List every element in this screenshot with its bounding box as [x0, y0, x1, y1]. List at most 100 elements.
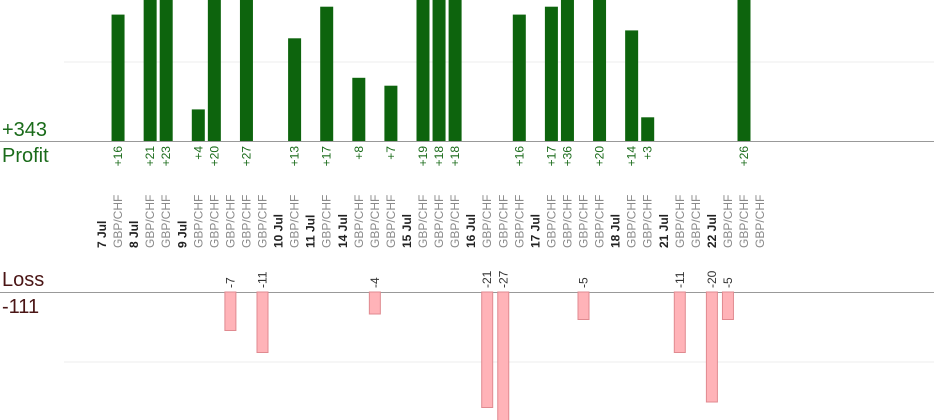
profit-data-label: +20 [207, 146, 221, 167]
loss-data-label: -20 [705, 270, 719, 288]
profit-bar [320, 6, 334, 142]
pair-tick-label: GBP/CHF [432, 195, 446, 248]
profit-data-label: +13 [288, 146, 302, 167]
loss-data-label: -5 [577, 277, 591, 288]
pair-tick-label: GBP/CHF [207, 195, 221, 248]
date-tick-label: 22 Jul [705, 214, 719, 248]
pair-tick-label: GBP/CHF [256, 195, 270, 248]
pair-tick-label: GBP/CHF [143, 195, 157, 248]
loss-data-label: -5 [721, 277, 735, 288]
profit-bar [111, 14, 125, 142]
loss-data-label: -11 [673, 271, 687, 288]
profit-data-label: +27 [239, 146, 253, 167]
profit-data-label: +17 [320, 146, 334, 167]
profit-bar [512, 14, 526, 142]
profit-label: Profit [2, 145, 49, 167]
pair-tick-label: GBP/CHF [673, 195, 687, 248]
profit-data-label: +18 [432, 146, 446, 167]
profit-bar [143, 0, 157, 141]
loss-label: Loss [2, 269, 45, 291]
pair-tick-label: GBP/CHF [111, 195, 125, 248]
profit-data-label: +16 [111, 146, 125, 167]
profit-data-label: +16 [512, 146, 526, 167]
profit-bar [641, 117, 655, 141]
pair-tick-label: GBP/CHF [641, 195, 655, 248]
profit-data-label: +18 [448, 146, 462, 167]
loss-data-label: -27 [496, 270, 510, 288]
loss-bar [721, 291, 734, 320]
profit-data-label: +36 [560, 146, 574, 167]
pair-tick-label: GBP/CHF [560, 195, 574, 248]
profit-data-label: +26 [737, 146, 751, 167]
loss-bar [481, 291, 494, 408]
profit-bar [448, 0, 462, 141]
profit-bar [288, 38, 302, 141]
pair-tick-label: GBP/CHF [368, 195, 382, 248]
pair-tick-label: GBP/CHF [512, 195, 526, 248]
date-tick-label: 15 Jul [400, 214, 414, 248]
profit-data-label: +8 [352, 146, 366, 160]
pair-tick-label: GBP/CHF [320, 195, 334, 248]
date-tick-label: 9 Jul [175, 221, 189, 248]
date-tick-label: 7 Jul [95, 221, 109, 248]
profit-bar [207, 0, 221, 141]
profit-data-label: +23 [159, 146, 173, 167]
loss-bar [497, 291, 510, 420]
date-tick-label: 14 Jul [336, 214, 350, 248]
loss-data-label: -7 [223, 277, 237, 288]
date-tick-label: 8 Jul [127, 221, 141, 248]
profit-bar [593, 0, 607, 141]
profit-bar [352, 77, 366, 141]
profit-bar [544, 6, 558, 142]
total-profit: +343 [2, 119, 48, 141]
date-tick-label: 11 Jul [304, 215, 318, 248]
date-tick-label: 16 Jul [464, 214, 478, 248]
loss-bar [673, 291, 686, 353]
pair-tick-label: GBP/CHF [239, 195, 253, 248]
pair-tick-label: GBP/CHF [496, 195, 510, 248]
profit-data-label: +21 [143, 146, 157, 167]
total-loss: -111 [2, 296, 40, 318]
date-tick-label: 17 Jul [528, 214, 542, 248]
profit-data-label: +7 [384, 146, 398, 160]
pair-tick-label: GBP/CHF [593, 195, 607, 248]
pair-tick-label: GBP/CHF [191, 195, 205, 248]
pair-tick-label: GBP/CHF [689, 195, 703, 248]
pair-tick-label: GBP/CHF [159, 195, 173, 248]
profit-data-label: +20 [593, 146, 607, 167]
loss-bar [577, 291, 590, 320]
profit-data-label: +4 [191, 146, 205, 160]
profit-bar [432, 0, 446, 141]
loss-data-label: -4 [368, 277, 382, 288]
pair-tick-label: GBP/CHF [544, 195, 558, 248]
pair-tick-label: GBP/CHF [352, 195, 366, 248]
pair-tick-label: GBP/CHF [753, 195, 767, 248]
loss-bar [368, 291, 381, 315]
profit-bar [560, 0, 574, 141]
loss-bar [224, 291, 237, 331]
pair-tick-label: GBP/CHF [737, 195, 751, 248]
profit-data-label: +19 [416, 146, 430, 167]
profit-bar [416, 0, 430, 141]
profit-data-label: +17 [544, 146, 558, 167]
pair-tick-label: GBP/CHF [384, 195, 398, 248]
pair-tick-label: GBP/CHF [223, 195, 237, 248]
pair-tick-label: GBP/CHF [288, 195, 302, 248]
profit-bar [737, 0, 751, 141]
profit-bar [191, 109, 205, 141]
profit-bar [159, 0, 173, 141]
profit-bar [384, 85, 398, 141]
profit-bar [239, 0, 253, 141]
loss-data-label: -11 [256, 271, 270, 288]
loss-bar [256, 291, 269, 353]
profit-data-label: +3 [641, 146, 655, 160]
profit-data-label: +14 [625, 146, 639, 167]
pair-tick-label: GBP/CHF [721, 195, 735, 248]
date-tick-label: 21 Jul [657, 214, 671, 248]
profit-bar [625, 30, 639, 141]
pair-tick-label: GBP/CHF [416, 195, 430, 248]
pair-tick-label: GBP/CHF [577, 195, 591, 248]
loss-data-label: -21 [480, 270, 494, 288]
date-tick-label: 10 Jul [272, 214, 286, 248]
